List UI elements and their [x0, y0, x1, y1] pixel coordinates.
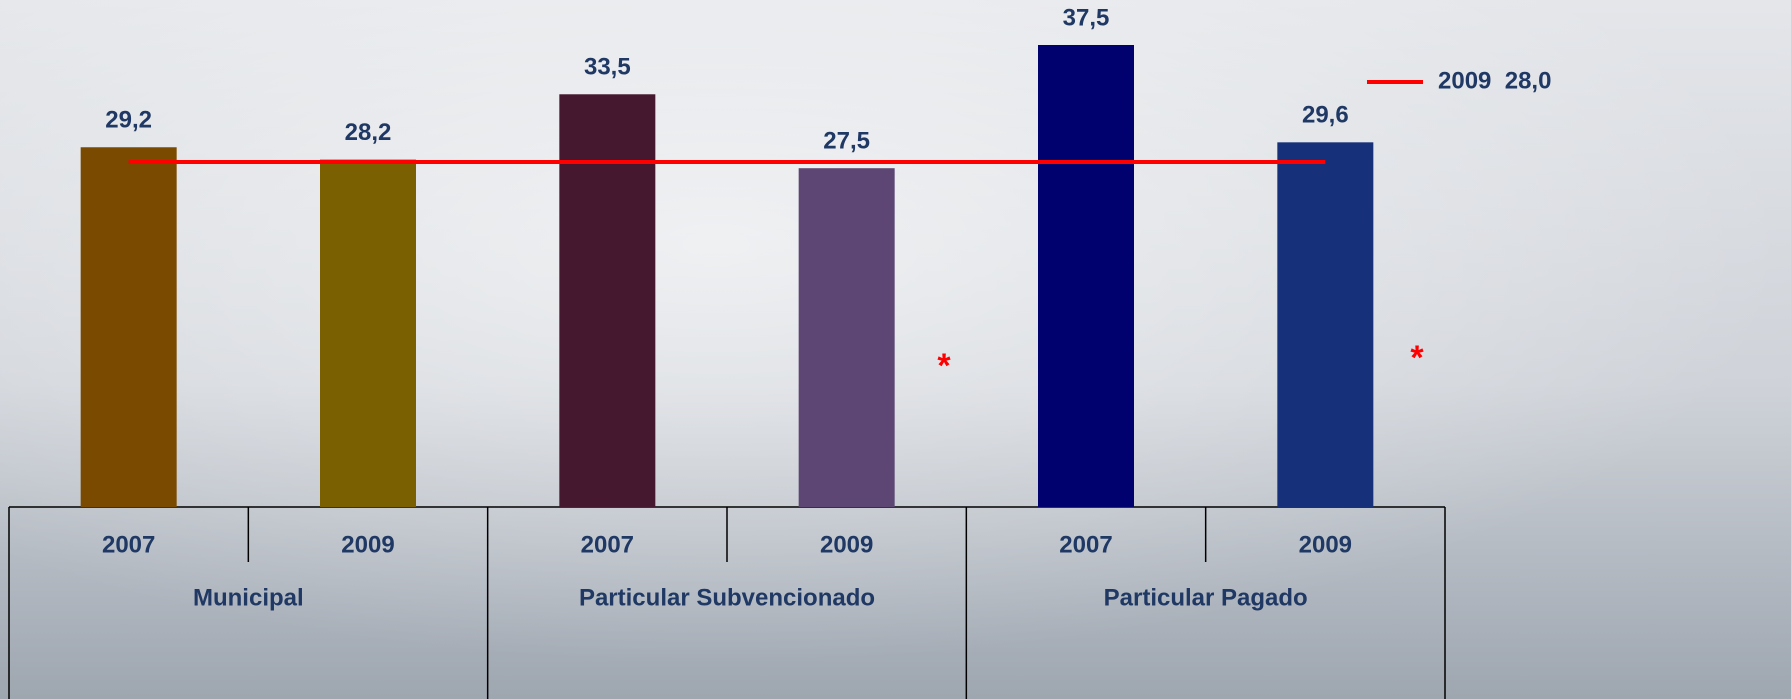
- bar: [320, 159, 416, 508]
- x-tick-label: 2009: [1299, 531, 1352, 558]
- x-tick-label: 2009: [820, 531, 873, 558]
- value-label: 28,2: [345, 119, 392, 146]
- value-label: 33,5: [584, 54, 631, 81]
- x-tick-label: 2007: [581, 531, 634, 558]
- x-tick-label: 2007: [102, 531, 155, 558]
- group-label: Municipal: [193, 584, 304, 611]
- annotation: *: [1410, 339, 1424, 377]
- value-label: 27,5: [823, 128, 870, 155]
- legend-label: 2009 28,0: [1438, 67, 1551, 94]
- bar: [559, 94, 656, 507]
- bar: [798, 168, 895, 507]
- value-label: 29,2: [105, 107, 152, 134]
- x-tick-label: 2009: [341, 531, 394, 558]
- value-label: 29,6: [1302, 102, 1349, 129]
- bar: [80, 147, 177, 508]
- group-label: Particular Subvencionado: [579, 584, 875, 611]
- category-table: [8, 506, 1446, 699]
- group-label: Particular Pagado: [1104, 584, 1308, 611]
- value-label: 37,5: [1063, 4, 1110, 31]
- annotation: *: [937, 347, 951, 385]
- x-tick-label: 2007: [1059, 531, 1112, 558]
- bar: [1277, 142, 1374, 507]
- bar: [1038, 45, 1134, 507]
